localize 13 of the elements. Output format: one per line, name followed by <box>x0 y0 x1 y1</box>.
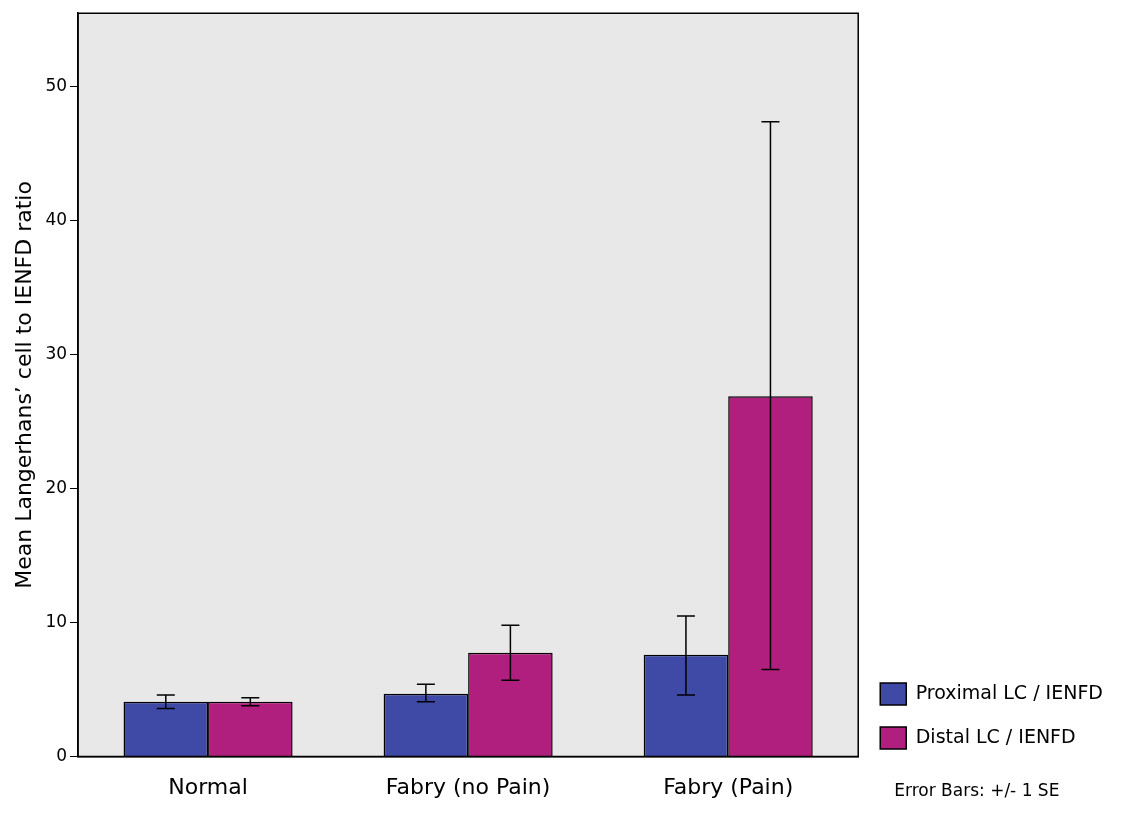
y-tick-label: 50 <box>45 75 68 96</box>
y-tick-label: 10 <box>45 611 68 632</box>
y-axis-title: Mean Langerhans’ cell to IENFD ratio <box>10 181 36 589</box>
y-tick-label: 20 <box>45 477 68 498</box>
x-tick-label: Fabry (no Pain) <box>385 773 551 799</box>
legend-label: Distal LC / IENFD <box>915 724 1076 747</box>
legend-label: Proximal LC / IENFD <box>915 680 1103 703</box>
x-tick-label: Fabry (Pain) <box>663 773 794 799</box>
x-tick-label: Normal <box>168 773 248 799</box>
y-tick-label: 40 <box>45 209 68 230</box>
y-tick-label: 30 <box>45 343 68 364</box>
y-tick-label: 0 <box>56 745 68 766</box>
text: Error Bars: +/- 1 SE <box>894 779 1060 800</box>
